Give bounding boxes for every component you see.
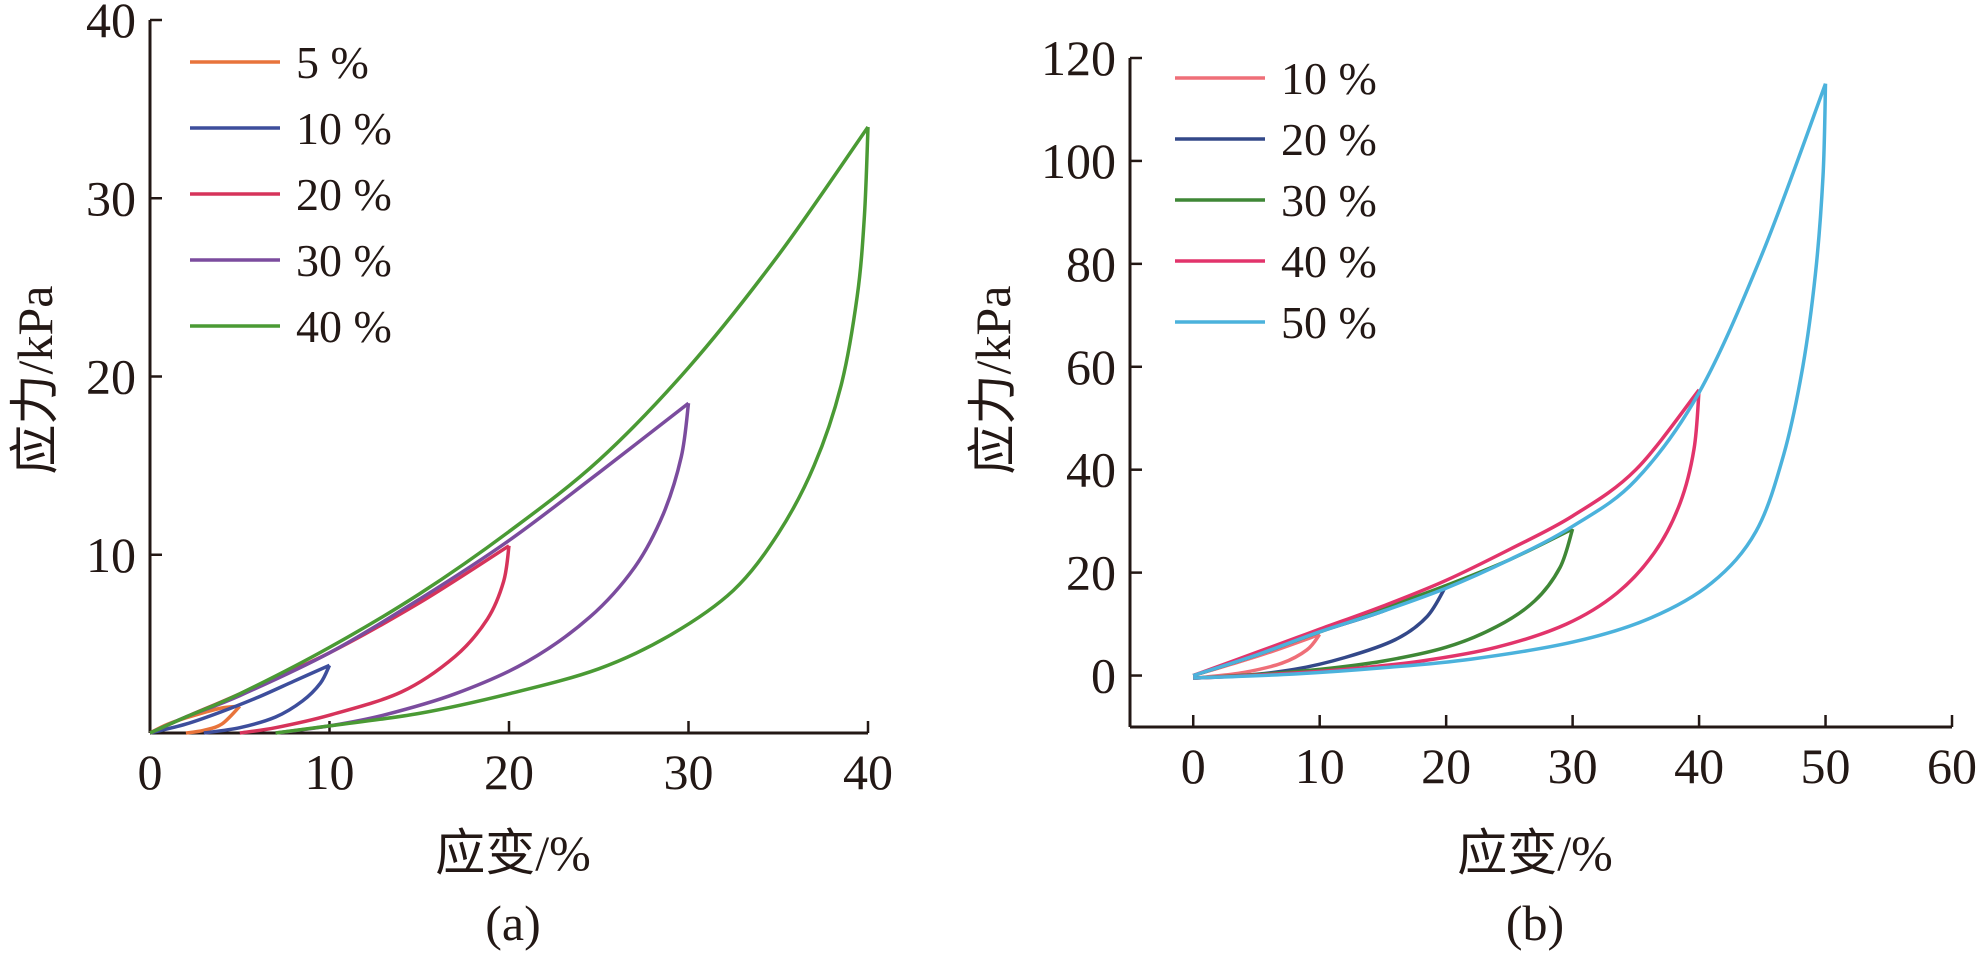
legend-label-b: 40 % bbox=[1281, 236, 1377, 287]
x-tick-label-a: 20 bbox=[484, 744, 534, 800]
y-axis-label-a: 应力/kPa bbox=[7, 286, 63, 475]
series-line-a-unloading-2 bbox=[239, 545, 511, 735]
y-tick-label-b: 120 bbox=[1041, 30, 1116, 86]
series-line-a-loading-1 bbox=[149, 663, 331, 735]
panel-label-b: (b) bbox=[1506, 895, 1564, 951]
y-tick-label-b: 40 bbox=[1066, 442, 1116, 498]
x-tick-label-b: 60 bbox=[1927, 738, 1976, 794]
y-tick-label-b: 60 bbox=[1066, 339, 1116, 395]
series-line-b-loading-3 bbox=[1192, 388, 1701, 678]
series-line-a-loading-4 bbox=[149, 125, 870, 735]
x-tick-label-a: 10 bbox=[305, 744, 355, 800]
legend-label-b: 20 % bbox=[1281, 114, 1377, 165]
legend-label-a: 20 % bbox=[296, 169, 392, 220]
x-axis-label-a: 应变/% bbox=[435, 825, 591, 881]
y-tick-label-b: 0 bbox=[1091, 648, 1116, 704]
chart-panel-a: 0 10 20 30 40 10 20 30 40 应变/% 应力/kPa (a) 5 % 10 % 20 … bbox=[7, 0, 893, 951]
x-tick-label-a: 40 bbox=[843, 744, 893, 800]
chart-panel-b: 0 10 20 30 40 50 60 0 20 40 60 80 100 120 应变/% 应力/kPa (b… bbox=[965, 30, 1976, 951]
legend-label-b: 50 % bbox=[1281, 297, 1377, 348]
legend-label-b: 10 % bbox=[1281, 53, 1377, 104]
series-line-a-unloading-4 bbox=[275, 126, 870, 735]
legend-label-a: 5 % bbox=[296, 37, 369, 88]
series-line-b-unloading-3 bbox=[1193, 389, 1701, 680]
y-axis-label-b: 应力/kPa bbox=[965, 286, 1021, 475]
x-tick-label-b: 50 bbox=[1801, 738, 1851, 794]
legend-label-a: 10 % bbox=[296, 103, 392, 154]
y-tick-label-b: 100 bbox=[1041, 133, 1116, 189]
series-line-b-loading-4 bbox=[1192, 83, 1828, 678]
y-tick-label-a: 40 bbox=[86, 0, 136, 48]
series-line-a-unloading-0 bbox=[185, 705, 242, 735]
x-tick-label-b: 10 bbox=[1295, 738, 1345, 794]
x-tick-label-b: 20 bbox=[1421, 738, 1471, 794]
series-line-a-unloading-1 bbox=[203, 664, 332, 735]
y-tick-label-b: 80 bbox=[1066, 236, 1116, 292]
x-tick-label-b: 30 bbox=[1548, 738, 1598, 794]
series-line-b-unloading-4 bbox=[1193, 83, 1828, 680]
y-tick-label-a: 10 bbox=[86, 527, 136, 583]
x-axis-label-b: 应变/% bbox=[1457, 825, 1613, 881]
legend-label-b: 30 % bbox=[1281, 175, 1377, 226]
y-tick-label-a: 30 bbox=[86, 170, 136, 226]
x-tick-label-a: 0 bbox=[138, 744, 163, 800]
legend-label-a: 30 % bbox=[296, 235, 392, 286]
x-tick-label-b: 40 bbox=[1674, 738, 1724, 794]
y-tick-label-b: 20 bbox=[1066, 545, 1116, 601]
panel-label-a: (a) bbox=[485, 895, 541, 951]
x-tick-label-a: 30 bbox=[664, 744, 714, 800]
y-tick-label-a: 20 bbox=[86, 349, 136, 405]
x-tick-label-b: 0 bbox=[1181, 738, 1206, 794]
legend-label-a: 40 % bbox=[296, 301, 392, 352]
